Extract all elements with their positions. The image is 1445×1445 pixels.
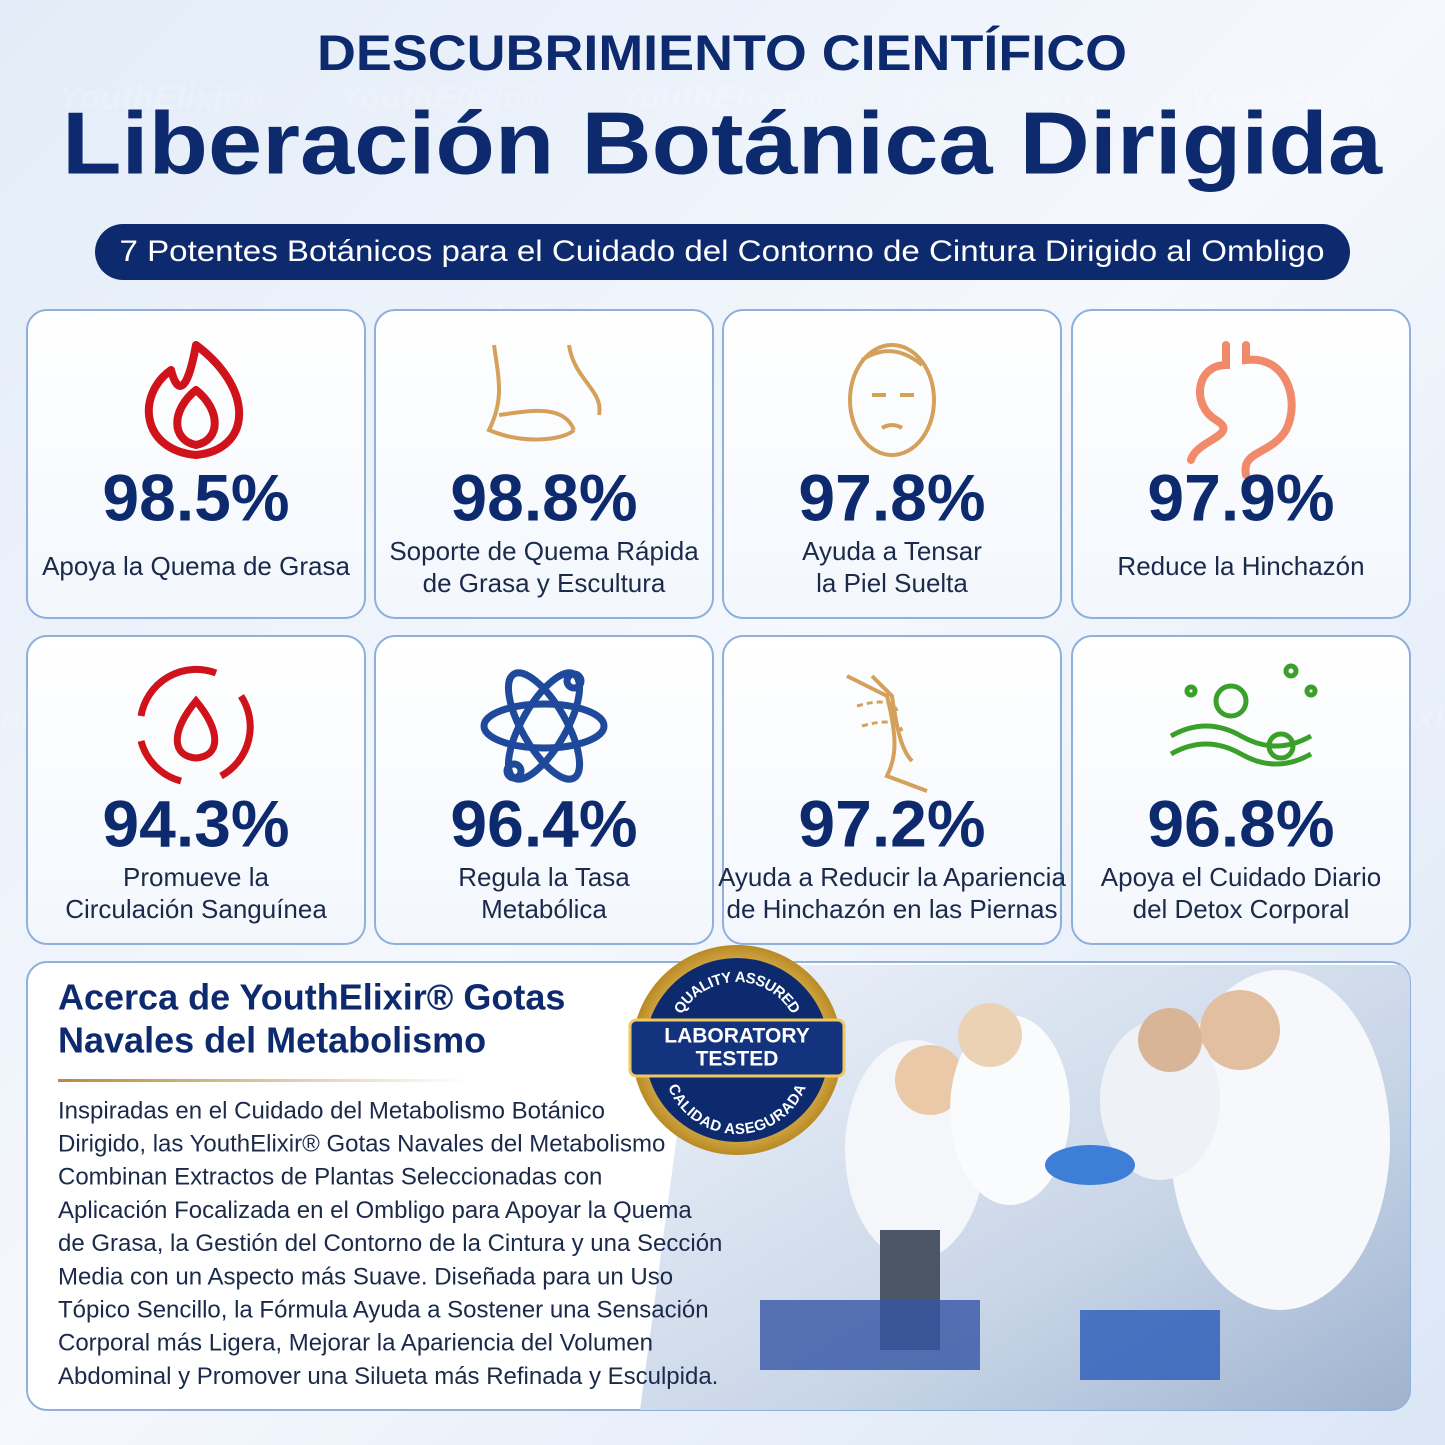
icon — [1187, 341, 1296, 479]
about-line: de Grasa, la Gestión del Contorno de la … — [58, 1230, 722, 1257]
stat-label: Reduce la Hinchazón — [1117, 551, 1364, 581]
icon — [480, 669, 608, 783]
stat: 98.8% — [450, 460, 637, 534]
watermark: YouthElixir® — [58, 79, 262, 117]
card — [26, 309, 366, 619]
about-line: Inspiradas en el Cuidado del Metabolismo… — [58, 1097, 605, 1124]
stat-label: Circulación Sanguínea — [65, 894, 327, 924]
stat: 98.5% — [102, 460, 289, 534]
stat: 96.8% — [1147, 786, 1334, 860]
watermark: YouthElixir® — [898, 79, 1102, 117]
subtitle-pill — [95, 224, 1350, 280]
card — [26, 635, 366, 945]
title: Liberación Botánica Dirigida — [62, 93, 1383, 192]
card — [374, 635, 714, 945]
about-line: Corporal más Ligera, Mejorar la Aparienc… — [58, 1330, 653, 1357]
icon — [486, 344, 602, 442]
stat-label: Regula la Tasa — [458, 862, 630, 892]
icon — [1169, 663, 1318, 767]
stat-label: Soporte de Quema Rápida — [389, 536, 699, 566]
card — [722, 309, 1062, 619]
about-line: Combinan Extractos de Plantas Selecciona… — [58, 1164, 602, 1191]
about-title: Navales del Metabolismo — [58, 1020, 486, 1061]
stat-label: del Detox Corporal — [1133, 894, 1350, 924]
about-line: Dirigido, las YouthElixir® Gotas Navales… — [58, 1131, 665, 1158]
icon — [137, 665, 254, 785]
badge: QUALITY ASSURED CALIDAD ASEGURADA LABORA… — [628, 945, 846, 1155]
about-line: Abdominal y Promover una Silueta más Ref… — [58, 1363, 718, 1390]
icon — [848, 343, 936, 457]
stat-label: Metabólica — [481, 894, 607, 924]
stat: 97.2% — [798, 786, 985, 860]
badge-main: TESTED — [696, 1048, 779, 1071]
about-title: Acerca de YouthElixir® Gotas — [58, 977, 565, 1018]
stat-label: Apoya el Cuidado Diario — [1101, 862, 1381, 892]
stat: 96.4% — [450, 786, 637, 860]
stat: 94.3% — [102, 786, 289, 860]
stat-label: Ayuda a Reducir la Apariencia — [718, 862, 1066, 892]
about-line: Aplicación Focalizada en el Ombligo para… — [58, 1197, 692, 1224]
stat: 97.9% — [1147, 460, 1334, 534]
icon — [144, 341, 244, 459]
stat: 97.8% — [798, 460, 985, 534]
watermark: YouthElixir® — [338, 79, 542, 117]
subtitle: 7 Potentes Botánicos para el Cuidado del… — [120, 235, 1325, 268]
watermark: YouthElixir® — [1188, 79, 1392, 117]
about-line: Tópico Sencillo, la Fórmula Ayuda a Sost… — [58, 1297, 709, 1324]
badge-main: LABORATORY — [664, 1025, 809, 1048]
stat-label: Promueve la — [123, 862, 269, 892]
cards: 98.5% Apoya la Quema de Grasa 98.8%Soporte… — [26, 309, 1411, 945]
stat-label: Ayuda a Tensar — [802, 536, 982, 566]
card — [374, 309, 714, 619]
icon — [846, 674, 928, 793]
about-line: Media con un Aspecto más Suave. Diseñada… — [58, 1263, 673, 1290]
card — [1071, 309, 1411, 619]
stat-label: de Hinchazón en las Piernas — [727, 894, 1058, 924]
stat-label: de Grasa y Escultura — [423, 568, 666, 598]
stat-label: la Piel Suelta — [816, 568, 968, 598]
card — [722, 635, 1062, 945]
stat-label: Apoya la Quema de Grasa — [42, 551, 350, 581]
kicker: DESCUBRIMIENTO CIENTÍFICO — [317, 25, 1127, 81]
divider — [58, 1079, 468, 1082]
about-body: Inspiradas en el Cuidado del Metabolismo… — [58, 1097, 722, 1390]
watermark: YouthElixir® — [618, 79, 822, 117]
card — [1071, 635, 1411, 945]
